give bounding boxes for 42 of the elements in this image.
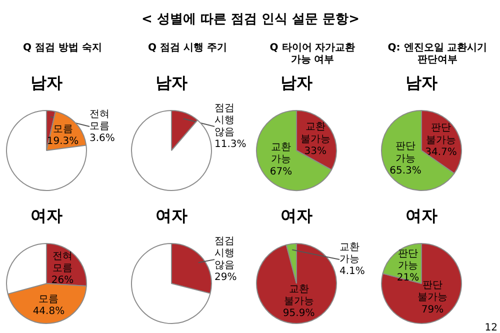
chart-subtitle: 여자: [30, 206, 62, 225]
chart-subtitle: 남자: [156, 73, 188, 92]
data-label: 65.3%: [390, 165, 422, 176]
slice-label: 판단 불가능: [426, 122, 456, 146]
data-label: 95.9%: [282, 308, 315, 319]
slice-label: 판단 불가능: [418, 280, 448, 304]
chart-subtitle: 여자: [280, 206, 312, 225]
slice-label: 전혀 모름: [90, 108, 110, 132]
slice-label: 모름: [38, 294, 59, 305]
data-label: 21%: [396, 272, 420, 284]
slice-label: 점검 시행 않음: [214, 236, 234, 272]
slice-label: 교환 불가능: [300, 122, 330, 145]
data-label: 19.3%: [46, 136, 79, 148]
text: 12: [484, 322, 498, 333]
data-label: 34.7%: [425, 146, 457, 158]
data-label: 4.1%: [340, 266, 365, 278]
data-label: 44.8%: [32, 306, 65, 317]
chart-title: Q 타이어 자가교환 가능 여부: [270, 42, 356, 66]
slice-label: 판단 가능: [398, 248, 418, 272]
chart-title: Q: 엔진오일 교환시기 판단여부: [388, 42, 488, 66]
chart-title: Q 점검 시행 주기: [148, 42, 227, 54]
data-label: 3.6%: [90, 133, 115, 144]
slice-label: 판단 가능: [396, 141, 416, 164]
data-label: 11.3%: [214, 139, 246, 150]
data-label: 67%: [270, 166, 292, 178]
slice-label: 모름: [52, 124, 73, 136]
data-label: 33%: [304, 146, 327, 157]
slice-label: 교환 가능: [340, 242, 360, 265]
chart-subtitle: 남자: [30, 73, 62, 92]
chart-subtitle: 남자: [406, 73, 438, 92]
data-label: 26%: [51, 275, 74, 286]
data-label: 79%: [421, 304, 444, 316]
chart-title: Q 점검 방법 숙지: [23, 42, 102, 54]
chart-subtitle: 남자: [280, 73, 312, 92]
text: < 성별에 따른 점검 인식 설문 문항>: [142, 12, 360, 27]
slice-label: 점검 시행 않음: [214, 102, 234, 138]
chart-subtitle: 여자: [156, 206, 188, 225]
slice-label: 전혀 모름: [52, 250, 73, 274]
chart-subtitle: 여자: [406, 206, 438, 225]
slice-label: 교환 가능: [271, 142, 292, 166]
data-label: 29%: [214, 272, 237, 284]
slice-label: 교환 불가능: [284, 284, 314, 307]
